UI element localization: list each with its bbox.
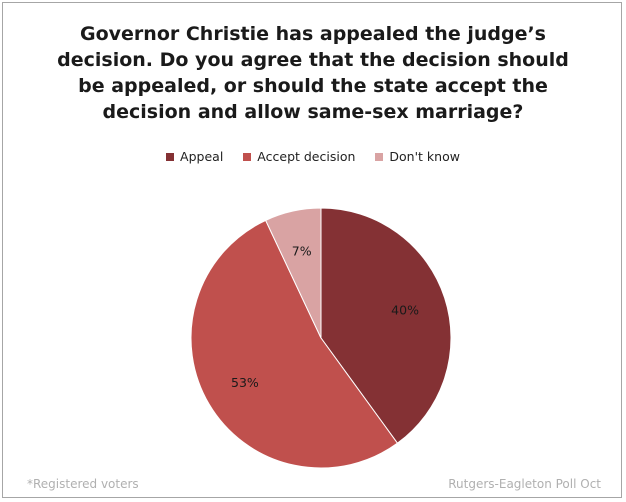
data-label-accept-decision: 53% (231, 375, 259, 390)
legend: Appeal Accept decision Don't know (3, 149, 621, 164)
legend-item-accept-decision: Accept decision (243, 149, 355, 164)
legend-item-appeal: Appeal (166, 149, 223, 164)
footnote-registered-voters: *Registered voters (27, 477, 139, 491)
data-label-dont-know: 7% (292, 244, 312, 259)
source-note: Rutgers-Eagleton Poll Oct (448, 477, 601, 491)
legend-item-dont-know: Don't know (375, 149, 460, 164)
pie-slice-accept-decision (190, 219, 399, 469)
pie-chart: 40% 53% 7% (190, 207, 452, 469)
chart-frame: Governor Christie has appealed the judge… (2, 2, 622, 498)
legend-swatch-dont-know (375, 152, 384, 161)
chart-title: Governor Christie has appealed the judge… (57, 23, 569, 123)
pie-slice-dont-know (264, 207, 322, 339)
pie-slice-appeal (320, 207, 452, 444)
legend-swatch-appeal (166, 152, 175, 161)
legend-swatch-accept-decision (243, 152, 252, 161)
legend-label-appeal: Appeal (180, 149, 224, 164)
legend-label-accept-decision: Accept decision (257, 149, 356, 164)
data-label-appeal: 40% (391, 303, 419, 318)
legend-label-dont-know: Don't know (389, 149, 460, 164)
